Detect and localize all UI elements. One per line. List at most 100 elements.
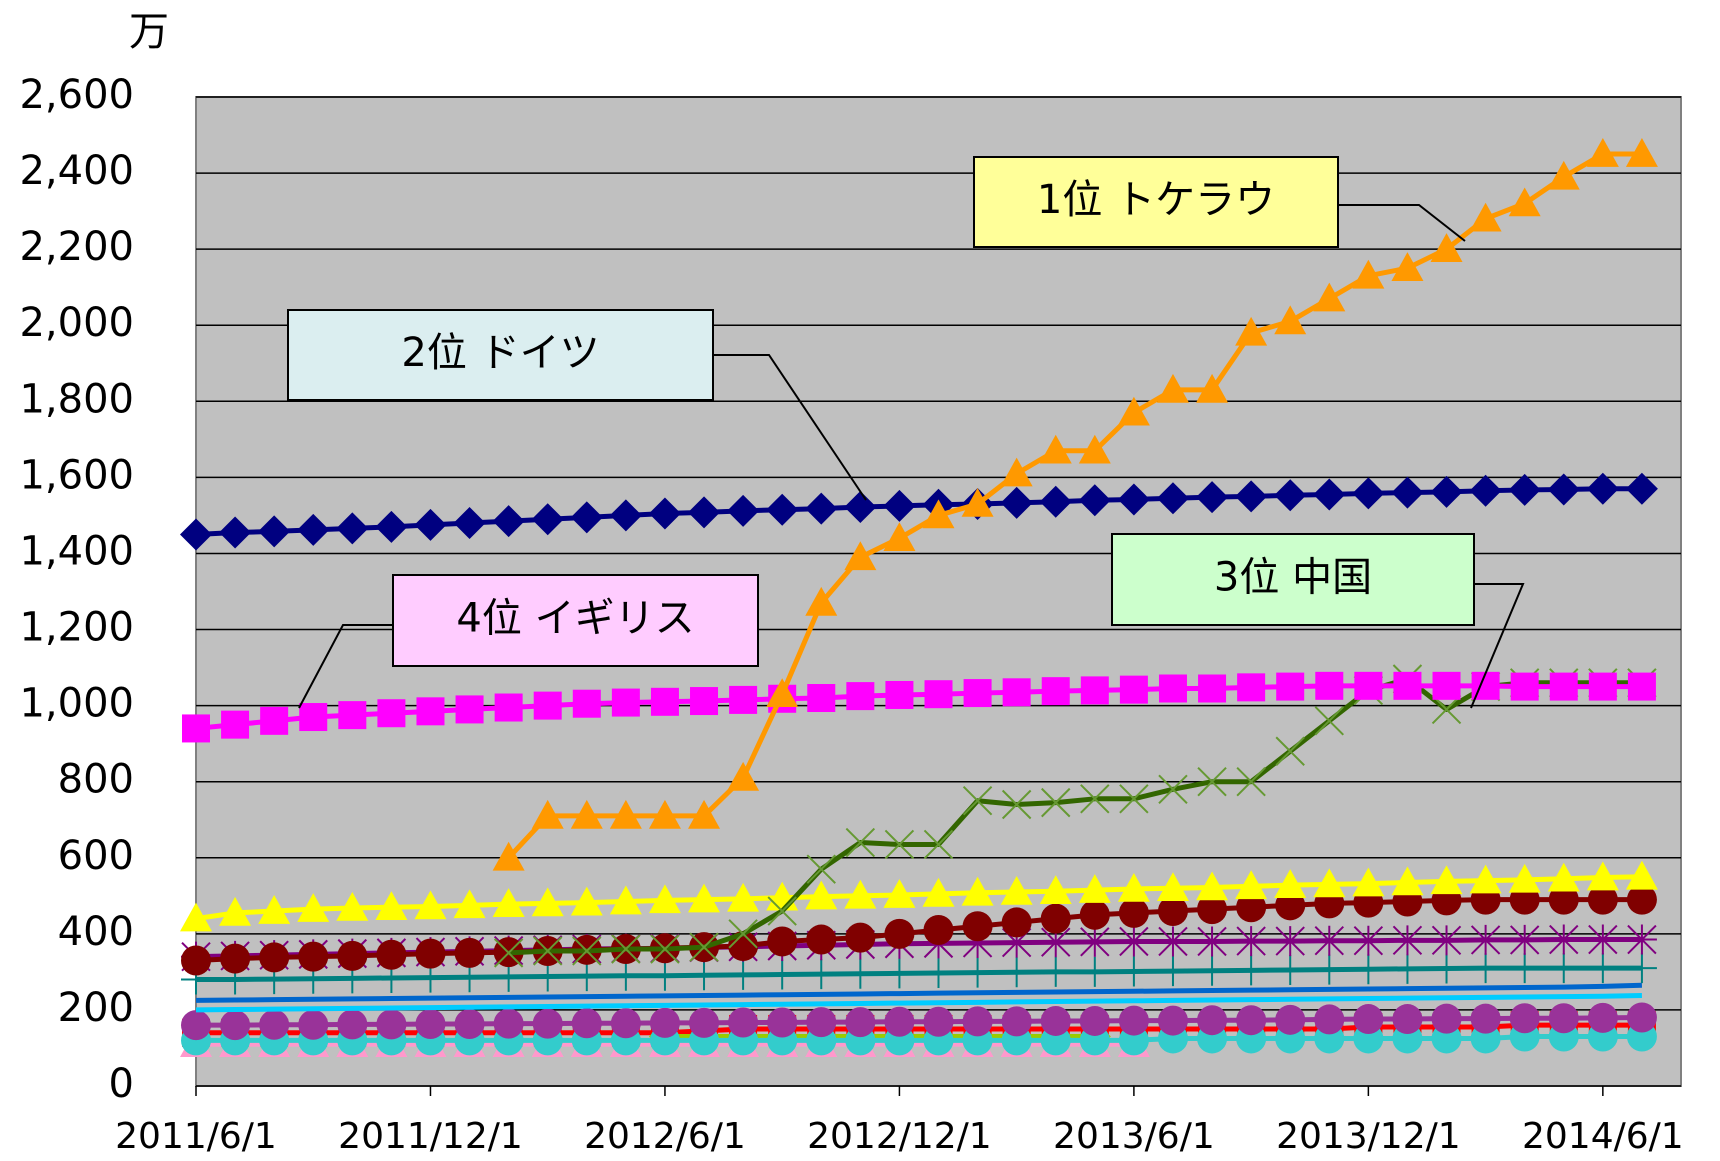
marker [1157, 896, 1188, 927]
marker [1625, 472, 1658, 505]
marker [884, 829, 915, 860]
marker [220, 1010, 251, 1041]
marker [922, 499, 955, 529]
marker [845, 922, 876, 953]
marker [1157, 1005, 1188, 1036]
marker [648, 884, 681, 914]
marker [1275, 926, 1306, 957]
marker [531, 887, 564, 917]
marker [1352, 477, 1385, 510]
marker [1236, 892, 1267, 923]
marker [1039, 485, 1072, 518]
marker [377, 699, 406, 728]
marker [1548, 924, 1579, 955]
marker [1158, 674, 1187, 703]
x-tick-label: 2013/6/1 [1053, 1116, 1215, 1157]
marker [1080, 784, 1110, 814]
marker [570, 799, 603, 829]
marker [221, 710, 250, 739]
marker [492, 841, 525, 871]
marker [1548, 953, 1579, 984]
marker [1078, 874, 1111, 903]
marker [298, 941, 329, 972]
marker [336, 512, 369, 545]
marker [259, 1009, 290, 1040]
marker [1001, 927, 1032, 958]
marker [962, 957, 993, 988]
marker [492, 505, 525, 538]
marker [453, 507, 486, 540]
marker [1508, 187, 1541, 217]
marker [1119, 675, 1148, 704]
marker [1548, 1003, 1579, 1034]
marker [494, 693, 523, 722]
marker [1625, 138, 1658, 167]
marker [1470, 1003, 1501, 1034]
marker [610, 960, 641, 991]
marker [1431, 694, 1462, 725]
marker [1627, 672, 1656, 701]
marker [1314, 706, 1344, 736]
marker [1391, 252, 1424, 281]
marker [1157, 926, 1188, 957]
marker [689, 932, 719, 962]
marker [1626, 953, 1657, 984]
marker [805, 880, 838, 910]
marker [1587, 1002, 1618, 1033]
marker [1469, 474, 1502, 507]
annotation-text: 3位 中国 [1214, 555, 1372, 601]
marker [299, 703, 328, 732]
marker [1236, 766, 1266, 797]
marker [297, 513, 330, 546]
marker [1588, 672, 1617, 701]
marker [1156, 373, 1189, 403]
y-tick-label: 200 [58, 985, 134, 1031]
marker [1470, 924, 1501, 955]
series-line [508, 676, 1642, 956]
marker [1002, 678, 1031, 707]
y-tick-label: 1,400 [19, 528, 134, 574]
marker [962, 927, 993, 958]
annotation-box [392, 574, 759, 667]
marker [1041, 787, 1071, 818]
marker [767, 1007, 798, 1038]
marker [1508, 863, 1541, 893]
marker [609, 885, 642, 915]
marker [531, 503, 564, 536]
marker [1586, 138, 1619, 167]
marker [1000, 876, 1033, 905]
marker [219, 516, 252, 549]
marker [1197, 894, 1228, 925]
marker [492, 888, 525, 917]
marker [688, 496, 721, 529]
marker [1586, 472, 1619, 505]
marker [1587, 924, 1618, 955]
y-tick-label: 1,000 [19, 681, 134, 727]
x-tick-label: 2011/12/1 [338, 1116, 523, 1157]
marker [1626, 924, 1657, 955]
series-line [195, 992, 1642, 1013]
marker [1276, 672, 1305, 701]
marker [805, 492, 838, 525]
marker [1548, 884, 1579, 915]
marker [767, 959, 798, 990]
series-line [195, 982, 1642, 1003]
marker [414, 508, 447, 541]
marker [728, 959, 759, 990]
marker [1079, 1005, 1110, 1036]
marker [648, 497, 681, 530]
marker [885, 680, 914, 709]
marker [1353, 1004, 1384, 1035]
marker [1079, 956, 1110, 987]
marker [220, 943, 251, 974]
marker [532, 1008, 563, 1039]
marker [1118, 897, 1149, 928]
marker [1547, 862, 1580, 892]
marker [1275, 954, 1306, 985]
marker [1354, 671, 1383, 700]
marker [1469, 864, 1502, 894]
marker [1352, 867, 1385, 897]
marker [1196, 871, 1229, 901]
marker [884, 918, 915, 949]
